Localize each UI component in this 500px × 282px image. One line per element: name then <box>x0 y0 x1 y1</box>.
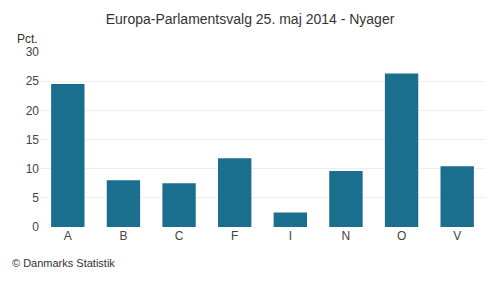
svg-text:© Danmarks Statistik: © Danmarks Statistik <box>12 257 115 269</box>
svg-text:A: A <box>64 229 72 243</box>
svg-text:0: 0 <box>32 220 39 234</box>
svg-text:20: 20 <box>26 104 40 118</box>
svg-text:F: F <box>231 229 238 243</box>
svg-text:O: O <box>397 229 406 243</box>
svg-text:30: 30 <box>26 45 40 59</box>
svg-text:V: V <box>453 229 461 243</box>
svg-text:C: C <box>175 229 184 243</box>
svg-text:15: 15 <box>26 133 40 147</box>
svg-text:5: 5 <box>32 191 39 205</box>
svg-text:Pct.: Pct. <box>17 32 38 46</box>
svg-text:N: N <box>342 229 351 243</box>
svg-text:10: 10 <box>26 162 40 176</box>
svg-text:I: I <box>289 229 292 243</box>
svg-text:Europa-Parlamentsvalg 25. maj: Europa-Parlamentsvalg 25. maj 2014 - Nya… <box>106 11 395 27</box>
svg-text:B: B <box>119 229 127 243</box>
svg-text:25: 25 <box>26 74 40 88</box>
